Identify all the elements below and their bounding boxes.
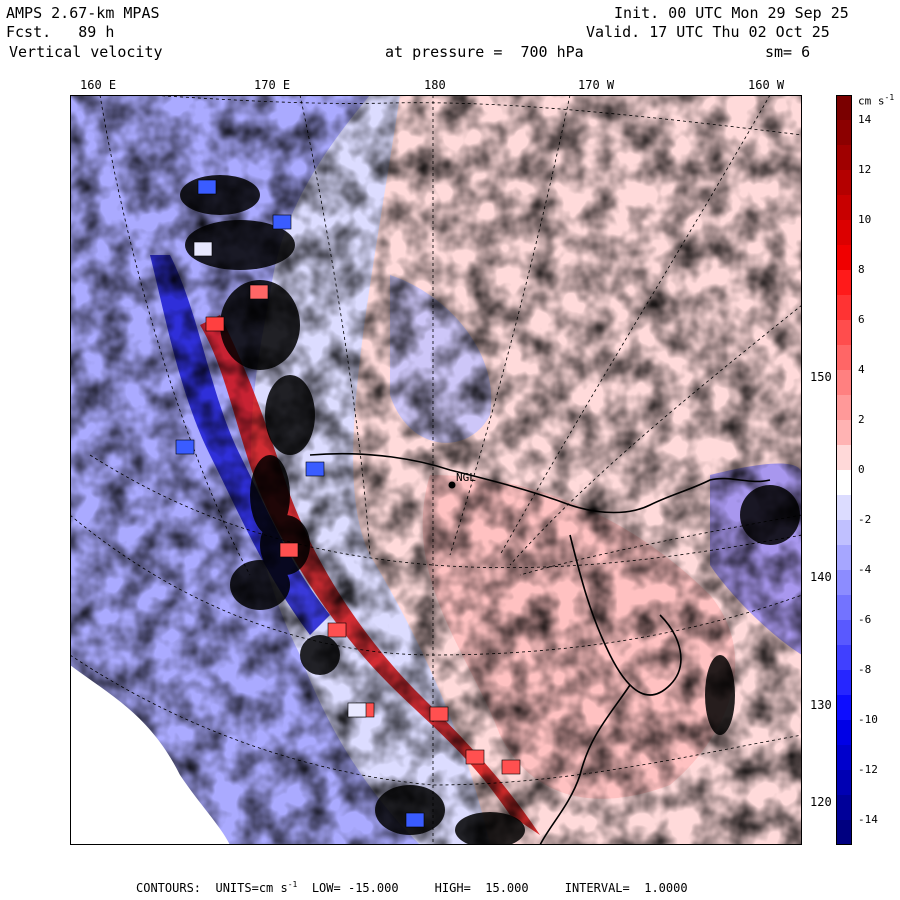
colorbar-swatch [836,95,852,121]
colorbar-tick-label: -8 [858,663,872,676]
colorbar-swatch [836,495,852,521]
colorbar-swatch [836,445,852,471]
colorbar-tick-label: -10 [858,713,878,726]
colorbar-swatch [836,195,852,221]
colorbar-tick-label: -14 [858,813,878,826]
model-title: AMPS 2.67-km MPAS [6,4,160,22]
coastline [309,452,771,845]
colorbar-swatch [836,820,852,845]
footer-units-exp: -1 [287,880,298,889]
forecast-label: Fcst. 89 h [6,23,114,41]
colorbar-tick-label: 10 [858,213,872,226]
colorbar-tick-label: 6 [858,313,865,326]
footer-high-label: HIGH= [434,881,471,895]
colorbar-swatch [836,545,852,571]
colorbar-units: cm s-1 [858,93,894,108]
colorbar-swatch [836,745,852,771]
colorbar-swatch [836,320,852,346]
colorbar-swatch [836,795,852,821]
footer-low-label: LOW= [311,881,341,895]
colorbar-tick-label: 14 [858,113,872,126]
colorbar-swatch [836,395,852,421]
no-data-area [70,665,230,845]
forecast-label-text: Fcst. [6,23,52,41]
colorbar-swatch [836,420,852,446]
colorbar-frame [836,95,852,845]
colorbar-tick-label: 8 [858,263,865,276]
init-time: Init. 00 UTC Mon 29 Sep 25 [614,4,849,22]
footer-contours-label: CONTOURS: [136,881,202,895]
footer-interval-label: INTERVAL= [564,881,630,895]
colorbar-tick-label: -2 [858,513,872,526]
colorbar-tick-label: -6 [858,613,872,626]
pressure-label: at pressure = [385,43,503,61]
colorbar-swatch [836,520,852,546]
footer-high-value: 15.000 [485,881,529,895]
station-label: NGL [456,471,476,484]
pressure-level: at pressure = 700 hPa [385,43,584,61]
vertical-velocity-map: NGL [70,95,802,845]
colorbar-tick-label: 0 [858,463,865,476]
colorbar-swatch [836,770,852,796]
lon-label-160w: 160 W [748,78,785,92]
footer-units: UNITS=cm s [215,881,288,895]
colorbar-swatch [836,170,852,196]
station-marker [448,481,456,489]
forecast-hour: 89 h [78,23,115,41]
colorbar-swatch [836,370,852,396]
colorbar-swatch [836,345,852,371]
lon-label-180: 180 [424,78,446,92]
footer-low-value: -15.000 [347,881,399,895]
colorbar-units-text: cm s [858,94,885,108]
colorbar-tick-label: -4 [858,563,872,576]
map-frame [70,95,802,845]
colorbar-swatch [836,295,852,321]
colorbar-swatch [836,120,852,146]
colorbar-tick-label: 12 [858,163,872,176]
field-name: Vertical velocity [9,43,163,61]
colorbar-swatch [836,220,852,246]
lon-label-160e: 160 E [80,78,117,92]
colorbar-swatch [836,695,852,721]
footer-interval-value: 1.0000 [644,881,688,895]
colorbar-swatch [836,145,852,171]
lon-label-170w: 170 W [578,78,615,92]
colorbar-swatch [836,645,852,671]
footer-contours: CONTOURS: UNITS=cm s-1 LOW= -15.000 HIGH… [136,880,688,895]
colorbar-swatch [836,570,852,596]
colorbar-tick-label: -12 [858,763,878,776]
colorbar-swatch [836,270,852,296]
smoothing-label: sm= 6 [765,43,811,61]
colorbar-swatch [836,470,852,496]
colorbar-swatch [836,620,852,646]
colorbar-swatch [836,595,852,621]
valid-time: Valid. 17 UTC Thu 02 Oct 25 [586,23,830,41]
contour-label-boxes [175,179,521,828]
colorbar-units-exp: -1 [884,93,895,102]
lon-label-170e: 170 E [254,78,291,92]
colorbar-tick-label: 4 [858,363,865,376]
colorbar-tick-label: 2 [858,413,865,426]
colorbar-swatch [836,670,852,696]
colorbar-swatch [836,245,852,271]
pressure-value: 700 hPa [520,43,584,61]
colorbar-swatch [836,720,852,746]
colorbar [836,95,852,845]
field-texture [70,95,802,845]
